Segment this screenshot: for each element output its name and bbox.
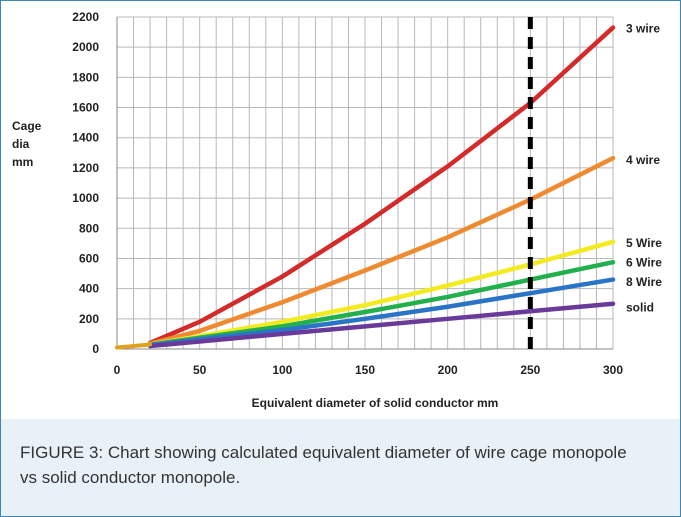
y-tick-label: 400 [79,282,99,296]
series-line [147,301,616,349]
series-line-origin-stub [115,342,153,350]
y-tick-label: 1800 [72,70,99,84]
x-tick-label: 100 [272,363,292,377]
y-tick-label: 200 [79,312,99,326]
y-tick-label: 1400 [72,131,99,145]
y-tick-label: 1000 [72,191,99,205]
series-label: 5 Wire [626,236,662,250]
x-tick-label: 50 [193,363,207,377]
y-tick-label: 1600 [72,101,99,115]
y-tick-label: 1200 [72,161,99,175]
y-tick-label: 0 [92,342,99,356]
figure-caption: FIGURE 3: Chart showing calculated equiv… [20,443,627,487]
y-tick-label: 800 [79,221,99,235]
series-label: 6 Wire [626,255,662,269]
x-tick-label: 250 [520,363,540,377]
y-axis-label: dia [12,137,30,151]
x-tick-label: 150 [355,363,375,377]
x-tick-label: 300 [603,363,623,377]
series-label: 3 wire [626,22,660,36]
series-label: 8 Wire [626,275,662,289]
series-line [147,277,616,348]
y-tick-label: 2000 [72,40,99,54]
x-tick-label: 200 [438,363,458,377]
series-label: solid [626,301,654,315]
y-tick-label: 600 [79,251,99,265]
x-tick-label: 0 [114,363,121,377]
line-chart: 0200400600800100012001400160018002000220… [12,10,662,410]
series-label: 4 wire [626,153,660,167]
x-axis-label: Equivalent diameter of solid conductor m… [252,396,499,410]
y-tick-label: 2200 [72,10,99,24]
y-axis-label: Cage [12,119,42,133]
y-axis-label: mm [12,155,33,169]
